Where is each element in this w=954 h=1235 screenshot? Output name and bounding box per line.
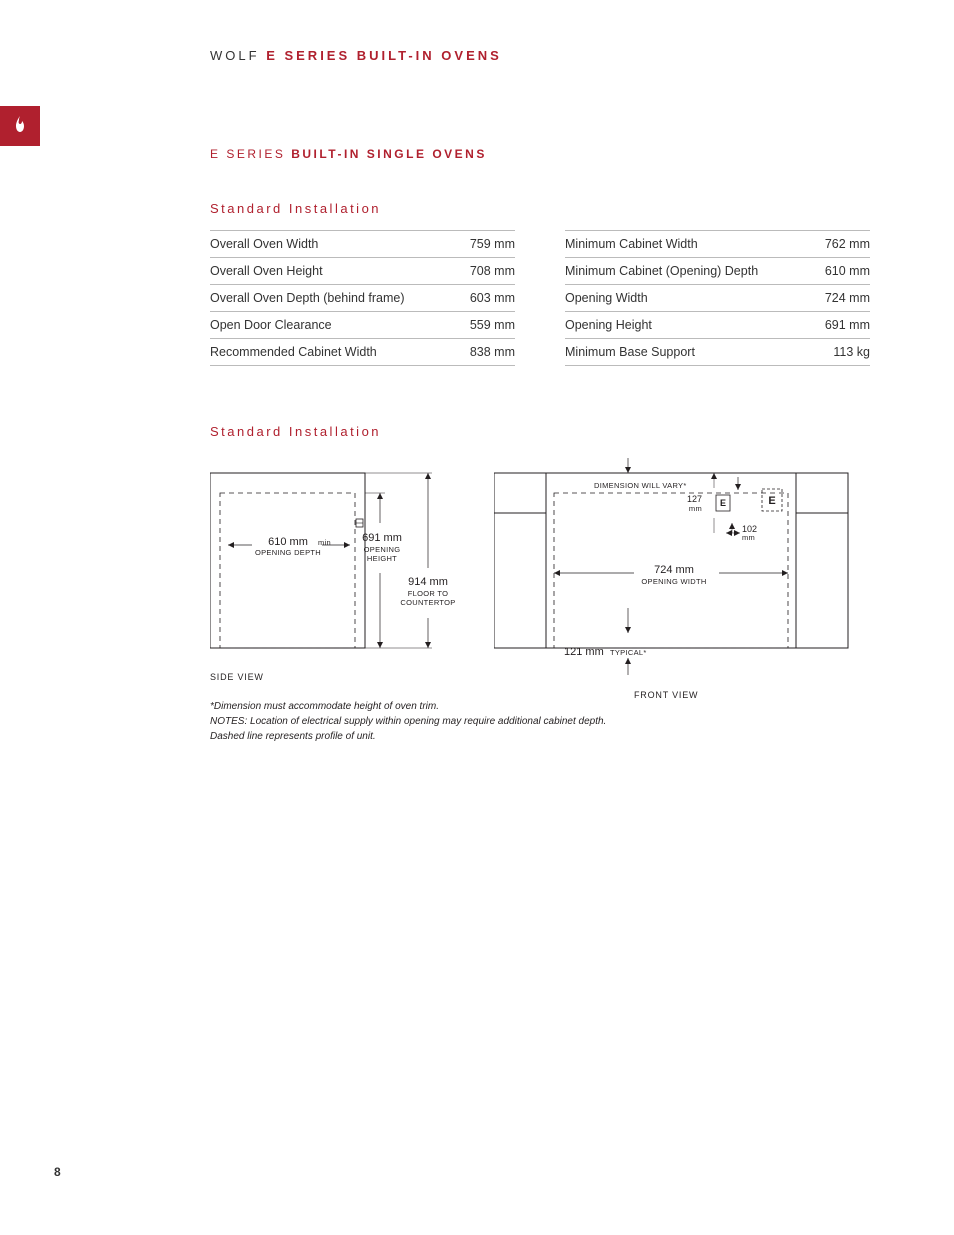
table-row: Overall Oven Depth (behind frame)603 mm	[210, 285, 515, 312]
diagrams-row: 610 mm min OPENING DEPTH 691 mm OPENING …	[210, 453, 870, 673]
front-view-label: FRONT VIEW	[634, 690, 856, 700]
floor-countertop-label2: COUNTERTOP	[400, 598, 455, 607]
table-row: Opening Height691 mm	[565, 312, 870, 339]
opening-depth-suffix: min	[318, 538, 331, 547]
opening-height-label1: OPENING	[364, 545, 401, 554]
brand-tab	[0, 106, 40, 146]
dim-127: 127	[687, 494, 702, 504]
note-line: Dashed line represents profile of unit.	[210, 729, 870, 744]
table-row: Overall Oven Width759 mm	[210, 231, 515, 258]
dim-102-unit: mm	[742, 533, 755, 542]
page-content: WOLF E SERIES BUILT-IN OVENS E SERIES BU…	[210, 48, 870, 744]
table-row: Opening Width724 mm	[565, 285, 870, 312]
opening-height-value: 691 mm	[362, 532, 402, 544]
page-header: WOLF E SERIES BUILT-IN OVENS	[210, 48, 870, 63]
subsection-heading-2: Standard Installation	[210, 424, 870, 439]
table-row: Minimum Base Support113 kg	[565, 339, 870, 366]
typical-value: 121 mm	[564, 646, 604, 658]
e-label-small: E	[720, 498, 726, 508]
table-row: Recommended Cabinet Width838 mm	[210, 339, 515, 366]
diagram-section: Standard Installation 610 mm	[210, 424, 870, 744]
section-title: E SERIES BUILT-IN SINGLE OVENS	[210, 147, 870, 161]
section-main: BUILT-IN SINGLE OVENS	[291, 147, 487, 161]
flame-icon	[12, 116, 28, 136]
brand-name: WOLF	[210, 48, 260, 63]
opening-width-label: OPENING WIDTH	[641, 577, 706, 586]
table-row: Overall Oven Height708 mm	[210, 258, 515, 285]
typical-label: TYPICAL*	[610, 648, 647, 657]
floor-countertop-value: 914 mm	[408, 576, 448, 588]
table-row: Open Door Clearance559 mm	[210, 312, 515, 339]
dim-127-unit: mm	[689, 504, 702, 513]
subsection-heading-1: Standard Installation	[210, 201, 870, 216]
page-number: 8	[54, 1165, 61, 1179]
table-row: Minimum Cabinet Width762 mm	[565, 231, 870, 258]
opening-width-value: 724 mm	[654, 564, 694, 576]
e-label-large: E	[768, 495, 775, 507]
opening-height-label2: HEIGHT	[367, 554, 397, 563]
opening-depth-label: OPENING DEPTH	[255, 548, 321, 557]
notes-block: *Dimension must accommodate height of ov…	[210, 699, 870, 744]
note-line: NOTES: Location of electrical supply wit…	[210, 714, 870, 729]
side-view-diagram: 610 mm min OPENING DEPTH 691 mm OPENING …	[210, 453, 458, 673]
side-view-label: SIDE VIEW	[210, 672, 458, 682]
dimension-vary-label: DIMENSION WILL VARY*	[594, 481, 687, 490]
opening-depth-value: 610 mm	[268, 536, 308, 548]
section-prefix: E SERIES	[210, 147, 285, 161]
spec-tables: Overall Oven Width759 mm Overall Oven He…	[210, 230, 870, 366]
series-name: E SERIES BUILT-IN OVENS	[266, 48, 502, 63]
note-line: *Dimension must accommodate height of ov…	[210, 699, 870, 714]
front-view-diagram: DIMENSION WILL VARY* 127 mm E	[494, 453, 856, 673]
right-spec-table: Minimum Cabinet Width762 mm Minimum Cabi…	[565, 230, 870, 366]
left-spec-table: Overall Oven Width759 mm Overall Oven He…	[210, 230, 515, 366]
table-row: Minimum Cabinet (Opening) Depth610 mm	[565, 258, 870, 285]
floor-countertop-label1: FLOOR TO	[408, 589, 448, 598]
